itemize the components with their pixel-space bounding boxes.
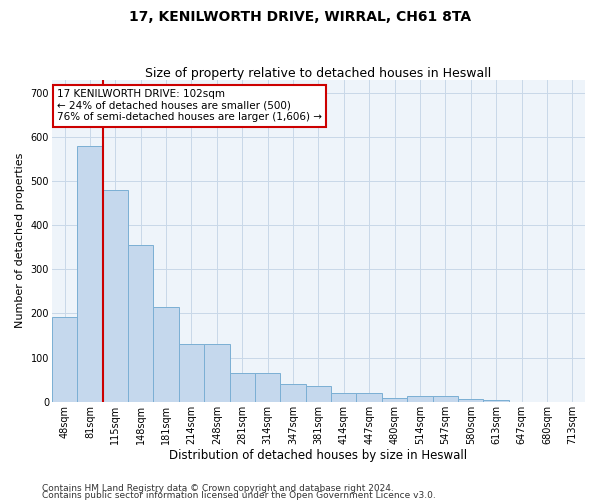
Bar — [230, 373, 255, 402]
Bar — [204, 344, 230, 402]
Bar — [280, 384, 306, 402]
Bar — [103, 190, 128, 402]
Bar — [77, 146, 103, 402]
Bar — [433, 396, 458, 402]
Bar — [255, 373, 280, 402]
Bar — [356, 393, 382, 402]
X-axis label: Distribution of detached houses by size in Heswall: Distribution of detached houses by size … — [169, 450, 467, 462]
Bar — [52, 316, 77, 402]
Bar — [458, 398, 484, 402]
Bar — [407, 396, 433, 402]
Text: 17, KENILWORTH DRIVE, WIRRAL, CH61 8TA: 17, KENILWORTH DRIVE, WIRRAL, CH61 8TA — [129, 10, 471, 24]
Y-axis label: Number of detached properties: Number of detached properties — [15, 153, 25, 328]
Bar — [179, 344, 204, 402]
Bar — [382, 398, 407, 402]
Bar — [484, 400, 509, 402]
Bar — [331, 393, 356, 402]
Text: 17 KENILWORTH DRIVE: 102sqm
← 24% of detached houses are smaller (500)
76% of se: 17 KENILWORTH DRIVE: 102sqm ← 24% of det… — [57, 89, 322, 122]
Text: Contains public sector information licensed under the Open Government Licence v3: Contains public sector information licen… — [42, 490, 436, 500]
Bar — [154, 307, 179, 402]
Text: Contains HM Land Registry data © Crown copyright and database right 2024.: Contains HM Land Registry data © Crown c… — [42, 484, 394, 493]
Title: Size of property relative to detached houses in Heswall: Size of property relative to detached ho… — [145, 66, 491, 80]
Bar — [306, 386, 331, 402]
Bar — [128, 245, 154, 402]
